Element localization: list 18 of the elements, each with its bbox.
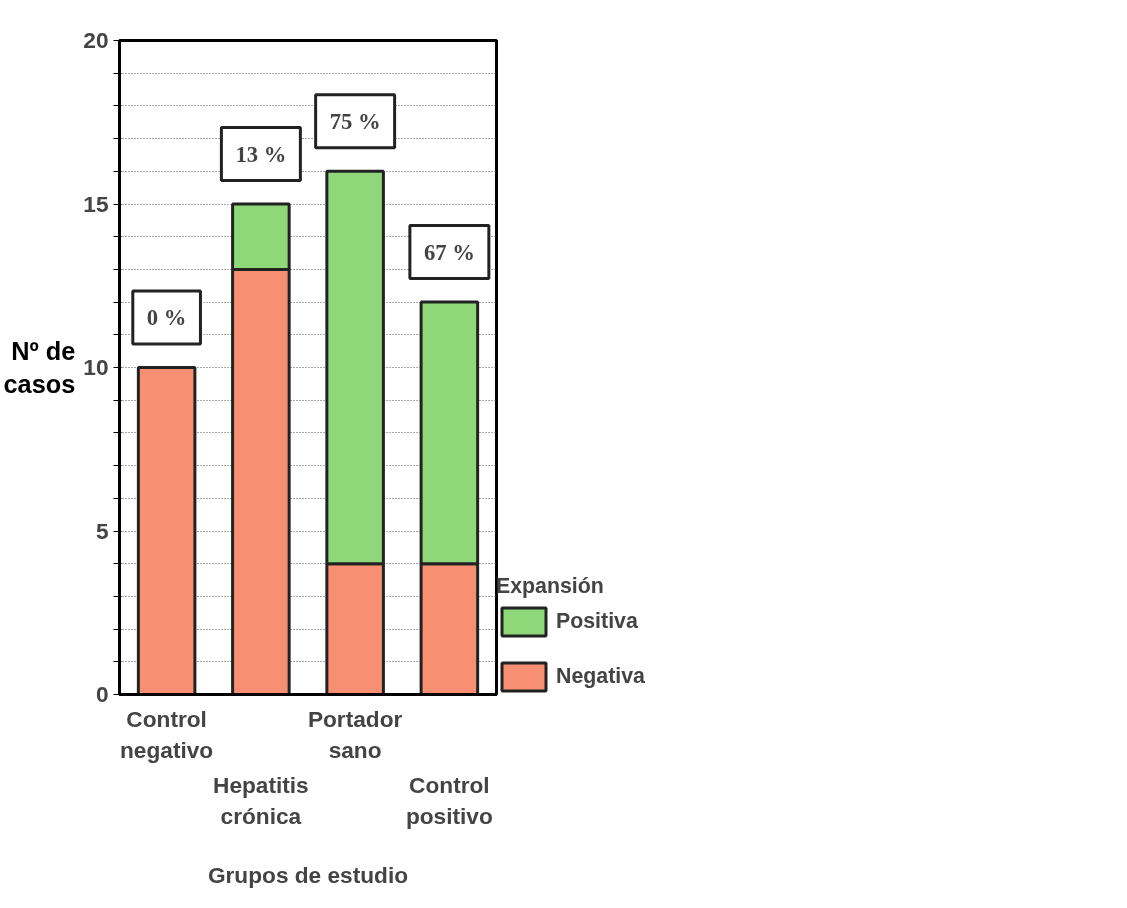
legend-label: Negativa	[556, 664, 645, 689]
y-tick-label: 10	[83, 354, 109, 380]
x-axis-title: Grupos de estudio	[207, 861, 409, 888]
y-tick-label: 15	[83, 190, 109, 217]
x-tick-label: Hepatitis crónica	[213, 771, 309, 829]
legend-label: Positiva	[556, 609, 638, 634]
y-tick-label: 20	[83, 27, 109, 53]
annotation: 67 %	[423, 239, 475, 265]
y-tick-label: 0	[95, 681, 109, 707]
annotation: 13 %	[235, 141, 287, 167]
y-tick-label: 5	[95, 517, 109, 544]
annotation: 0 %	[146, 305, 187, 330]
x-tick-label: Portador sano	[307, 705, 403, 763]
x-tick-label: Control negativo	[120, 705, 214, 763]
bar	[136, 366, 197, 695]
y-axis-title: Nº de casos	[3, 336, 76, 399]
annotation: 75 %	[329, 108, 381, 134]
x-tick-label: Control positivo	[405, 771, 493, 829]
